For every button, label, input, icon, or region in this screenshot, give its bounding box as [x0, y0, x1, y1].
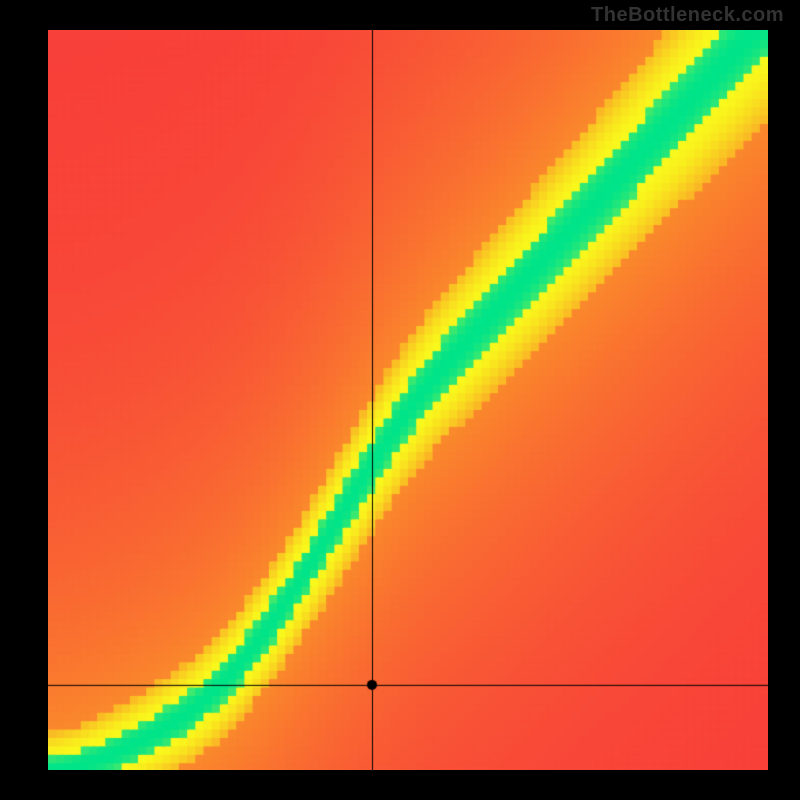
watermark-text: TheBottleneck.com	[591, 4, 784, 27]
bottleneck-heatmap	[48, 30, 768, 770]
